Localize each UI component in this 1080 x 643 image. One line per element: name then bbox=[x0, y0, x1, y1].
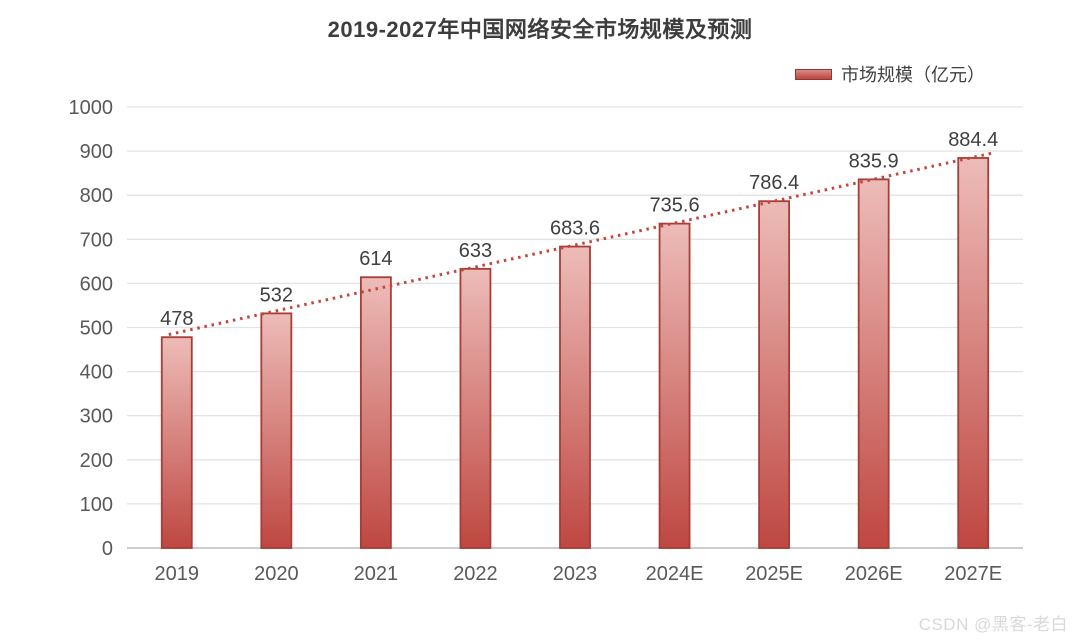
y-tick-label: 500 bbox=[80, 318, 113, 340]
x-tick-label: 2022 bbox=[453, 563, 498, 585]
y-tick-label: 800 bbox=[80, 185, 113, 207]
x-tick-label: 2026E bbox=[845, 563, 903, 585]
bar bbox=[459, 267, 492, 549]
chart-title: 2019-2027年中国网络安全市场规模及预测 bbox=[327, 17, 753, 42]
bar-value-label: 633 bbox=[459, 240, 492, 262]
bar bbox=[957, 157, 990, 549]
bar-value-label: 478 bbox=[160, 308, 193, 330]
watermark: CSDN @黑客-老白 bbox=[918, 615, 1068, 634]
y-tick-label: 400 bbox=[80, 362, 113, 384]
trend-line bbox=[168, 151, 994, 337]
bar bbox=[559, 245, 591, 549]
y-tick-label: 200 bbox=[80, 450, 113, 472]
x-tick-label: 2024E bbox=[646, 563, 704, 585]
bar-value-label: 884.4 bbox=[948, 129, 998, 151]
y-tick-label: 100 bbox=[80, 494, 113, 516]
y-tick-label: 300 bbox=[80, 406, 113, 428]
bar bbox=[260, 312, 293, 549]
y-tick-label: 1000 bbox=[69, 97, 114, 119]
bar bbox=[758, 200, 791, 549]
legend-label: 市场规模（亿元） bbox=[841, 65, 985, 85]
bar bbox=[658, 222, 691, 549]
legend: 市场规模（亿元） bbox=[795, 61, 985, 87]
x-tick-label: 2019 bbox=[155, 563, 200, 585]
x-tick-label: 2020 bbox=[254, 563, 299, 585]
y-tick-label: 600 bbox=[80, 273, 113, 295]
y-tick-label: 0 bbox=[102, 538, 113, 560]
x-tick-label: 2025E bbox=[745, 563, 803, 585]
bar-value-label: 683.6 bbox=[550, 218, 600, 240]
y-tick-label: 700 bbox=[80, 229, 113, 251]
bar-value-label: 786.4 bbox=[749, 172, 799, 194]
x-tick-label: 2021 bbox=[354, 563, 399, 585]
bar-value-label: 614 bbox=[359, 248, 392, 270]
bar bbox=[857, 178, 890, 549]
x-tick-label: 2023 bbox=[553, 563, 598, 585]
bar-value-label: 735.6 bbox=[650, 195, 700, 217]
bar-value-label: 532 bbox=[260, 284, 293, 306]
bar bbox=[160, 336, 193, 549]
y-tick-label: 900 bbox=[80, 141, 113, 163]
legend-swatch bbox=[795, 68, 832, 80]
x-tick-label: 2027E bbox=[944, 563, 1002, 585]
bar bbox=[359, 276, 392, 549]
bar-value-label: 835.9 bbox=[849, 150, 899, 172]
